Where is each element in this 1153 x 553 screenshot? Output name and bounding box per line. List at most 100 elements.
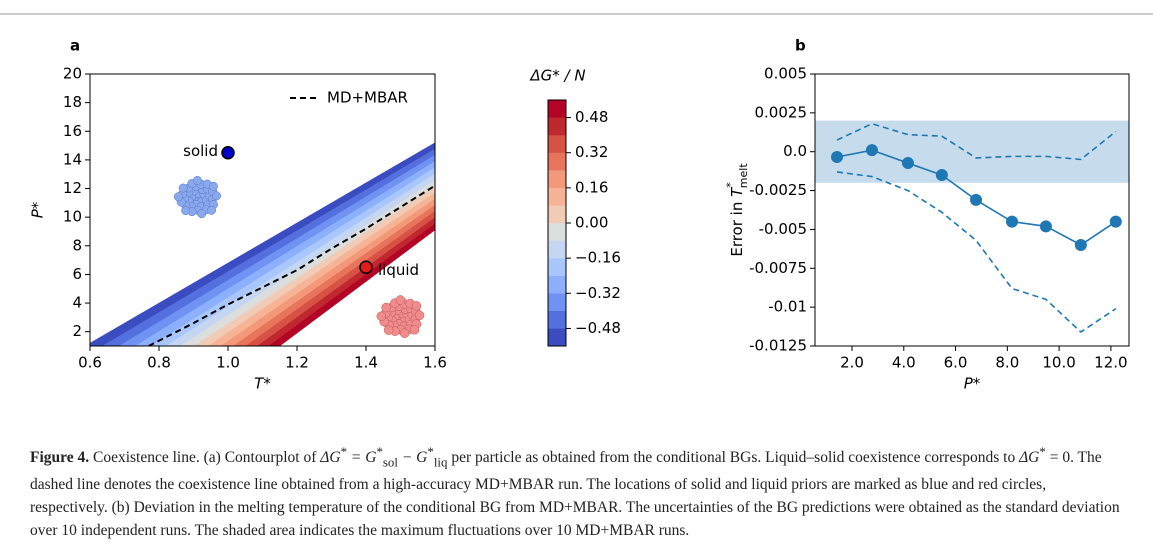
contour-band — [102, 148, 435, 346]
math: * — [1039, 444, 1046, 459]
colorbar-band — [547, 205, 567, 224]
y-tick-label: 16 — [63, 122, 82, 140]
math: liq — [433, 454, 448, 470]
figure: a 2 4 6 8 10 12 14 16 18 20 0.6 0.8 1.0 1.2 1.4 1.6 T* MD+… — [0, 13, 1153, 393]
particle — [381, 302, 391, 313]
legend-label: MD+MBAR — [327, 89, 408, 107]
x-tick-label: 0.6 — [78, 354, 102, 372]
y-tick-label: 20 — [63, 65, 82, 83]
x-tick-label: 10.0 — [1042, 354, 1075, 372]
y-tick-label: -0.01 — [768, 298, 807, 316]
y-tick-label: 0.005 — [764, 65, 807, 83]
particle — [181, 206, 191, 216]
math: − G — [397, 449, 428, 467]
colorbar-band — [547, 275, 567, 294]
y-axis-label-part: T — [728, 186, 746, 197]
math: ΔG — [320, 449, 341, 467]
particle — [399, 328, 410, 338]
colorbar-band — [547, 99, 567, 118]
bound-line — [836, 122, 1117, 161]
contour-area — [90, 142, 435, 346]
caption-text: per particle as obtained from the condit… — [447, 449, 1020, 467]
particle — [197, 209, 207, 219]
math: sol — [382, 454, 398, 470]
y-tick-label: 6 — [72, 265, 82, 283]
point-label: solid — [183, 142, 218, 160]
particle — [173, 192, 183, 202]
x-axis-label: T* — [254, 375, 271, 393]
point — [1005, 215, 1018, 228]
y-axis-label-part: * — [724, 182, 737, 188]
axes-frame — [89, 73, 436, 347]
y-tick-label: 4 — [72, 294, 82, 312]
point — [901, 157, 914, 170]
contour-band — [257, 217, 435, 346]
contour-band — [135, 161, 435, 346]
y-axis-label: Error in T*melt — [724, 163, 750, 257]
particle — [409, 325, 420, 335]
y-tick-label: 12 — [63, 179, 82, 197]
point-label: liquid — [378, 261, 419, 279]
x-tick-label: 2.0 — [840, 354, 864, 372]
particle — [414, 310, 425, 321]
x-tick-label: 1.0 — [216, 354, 240, 372]
y-axis-label-part: Error in — [728, 197, 746, 257]
y-tick-label: 0.0 — [783, 142, 807, 160]
y-tick-label: -0.0025 — [749, 181, 807, 199]
contour-band — [90, 142, 435, 346]
x-tick-label: 1.4 — [354, 354, 378, 372]
particle — [411, 301, 422, 311]
y-axis-label-part: melt — [737, 163, 750, 189]
colorbar-band — [547, 257, 567, 276]
particle — [395, 295, 406, 305]
particle — [178, 183, 188, 193]
math: * — [376, 444, 383, 459]
y-tick-label: 8 — [72, 236, 82, 254]
y-tick-label: 2 — [72, 322, 82, 340]
colorbar-title: ΔG* / N — [529, 67, 585, 85]
contour-band — [207, 192, 435, 346]
caption-label: Figure 4. — [30, 449, 90, 467]
contour-band — [268, 223, 435, 346]
particle — [207, 205, 217, 215]
colorbar-band — [547, 328, 567, 347]
y-tick-label: 0.0025 — [755, 103, 808, 121]
y-axis-label: P* — [29, 201, 47, 218]
colorbar-band — [547, 222, 567, 241]
point — [970, 193, 983, 206]
caption-text: = 0. The dashed line denotes the coexist… — [30, 449, 1120, 540]
colorbar-band — [547, 134, 567, 153]
caption-text: Coexistence line. (a) Contourplot of — [89, 449, 321, 467]
colorbar-band — [547, 293, 567, 312]
x-tick-label: 0.8 — [147, 354, 171, 372]
y-tick-label: -0.005 — [759, 220, 807, 238]
colorbar-band — [547, 240, 567, 259]
x-tick-label: 1.6 — [423, 354, 447, 372]
colorbar-tick-label: 0.48 — [575, 108, 608, 126]
colorbar-tick-label: 0.32 — [575, 143, 608, 161]
particle — [383, 325, 394, 335]
contour-band — [165, 173, 435, 346]
contour-band — [118, 154, 435, 346]
contour-band — [150, 167, 435, 346]
prior-point — [221, 145, 235, 160]
y-tick-label: 10 — [63, 208, 82, 226]
contour-band — [245, 210, 435, 346]
contour-band — [194, 186, 435, 346]
colorbar-tick-label: 0.16 — [575, 178, 608, 196]
colorbar-band — [547, 310, 567, 329]
contour-band — [220, 198, 435, 346]
axes-frame — [814, 73, 1130, 347]
point — [865, 144, 878, 157]
y-tick-label: 18 — [63, 93, 82, 111]
caption: Figure 4. Coexistence line. (a) Contourp… — [30, 440, 1125, 542]
bound-line — [836, 171, 1117, 334]
y-tick-label: 14 — [63, 150, 82, 168]
math: * — [340, 444, 348, 459]
coexistence-line — [148, 184, 435, 346]
math: ΔG — [1019, 449, 1040, 467]
x-tick-label: 4.0 — [892, 354, 916, 372]
particle — [192, 176, 202, 185]
point — [831, 150, 844, 163]
point — [1109, 215, 1122, 228]
